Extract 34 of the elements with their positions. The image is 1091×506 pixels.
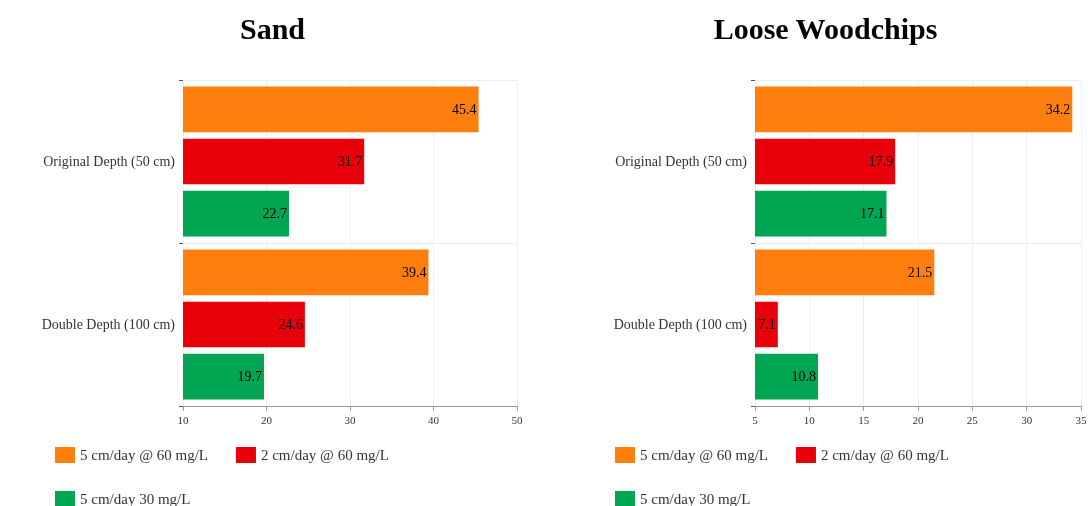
x-tick-label: 20: [912, 413, 924, 426]
data-label: 31.7: [337, 154, 363, 169]
legend-label: 2 cm/day @ 60 mg/L: [260, 447, 389, 463]
data-label: 17.9: [868, 154, 894, 169]
data-label: 7.1: [758, 317, 776, 332]
legend-label: 2 cm/day @ 60 mg/L: [820, 447, 949, 463]
chart-title: Sand: [239, 11, 306, 45]
y-tick-label: Original Depth (50 cm): [615, 154, 748, 170]
data-label: 17.1: [859, 206, 885, 222]
legend-label: 5 cm/day @ 60 mg/L: [80, 447, 208, 463]
x-tick-label: 10: [803, 413, 816, 426]
x-tick-label: 30: [344, 413, 356, 426]
x-tick-label: 10: [177, 413, 189, 426]
x-tick-label: 30: [1021, 413, 1033, 426]
data-label: 24.6: [278, 317, 303, 332]
x-tick-label: 40: [428, 413, 440, 426]
data-label: 21.5: [907, 264, 933, 280]
data-label: 39.4: [401, 264, 427, 280]
x-tick-label: 25: [966, 413, 979, 426]
x-tick-label: 50: [511, 413, 523, 426]
data-label: 34.2: [1045, 101, 1071, 117]
y-tick-label: Original Depth (50 cm): [43, 154, 176, 170]
legend-label: 5 cm/day @ 60 mg/L: [640, 447, 768, 463]
y-tick-label: Double Depth (100 cm): [613, 317, 748, 333]
y-tick-label: Double Depth (100 cm): [41, 317, 176, 333]
data-label: 45.4: [452, 101, 477, 117]
data-label: 22.7: [262, 206, 288, 222]
chart-title: Loose Woodchips: [713, 11, 938, 45]
x-tick-label: 20: [261, 413, 273, 426]
x-tick-label: 35: [1075, 413, 1087, 426]
x-tick-label: 15: [858, 413, 870, 426]
data-label: 10.8: [791, 369, 817, 385]
x-tick-label: 5: [752, 413, 759, 426]
data-label: 19.7: [237, 369, 262, 385]
